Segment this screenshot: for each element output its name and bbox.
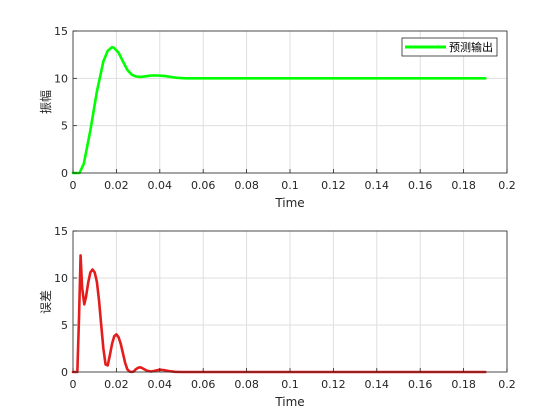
error-x-tick-label-3: 0.06	[191, 378, 216, 391]
error-x-tick-label-1: 0.02	[104, 378, 129, 391]
amplitude-y-axis-label: 振幅	[38, 90, 53, 114]
amplitude-x-tick-label-1: 0.02	[104, 179, 129, 192]
amplitude-y-tick-label-1: 5	[61, 120, 68, 133]
legend-label-predicted-output: 预测输出	[449, 40, 493, 54]
legend: 预测输出	[401, 37, 498, 57]
amplitude-series	[71, 45, 487, 175]
amplitude-x-tick-label-5: 0.1	[281, 179, 299, 192]
amplitude-x-tick-label-8: 0.16	[408, 179, 433, 192]
amplitude-x-tick-label-3: 0.06	[191, 179, 216, 192]
error-x-tick-label-8: 0.16	[408, 378, 433, 391]
amplitude-x-tick-label-7: 0.14	[365, 179, 390, 192]
error-x-tick-label-10: 0.2	[498, 378, 516, 391]
error-ticks: 0 0.02 0.04 0.06 0.08 0.1 0.12 0.14 0.16 0.18 0.2 0…	[54, 225, 516, 391]
error-y-tick-label-3: 15	[54, 225, 68, 238]
amplitude-x-tick-label-9: 0.18	[451, 179, 476, 192]
error-y-tick-label-2: 10	[54, 272, 68, 285]
error-y-tick-label-1: 5	[61, 319, 68, 332]
amplitude-ticks: 0 0.02 0.04 0.06 0.08 0.1 0.12 0.14 0.16 0.18 0.2 0…	[54, 25, 516, 192]
amplitude-x-tick-label-2: 0.04	[148, 179, 173, 192]
amplitude-x-axis-label: Time	[274, 196, 304, 210]
error-x-axis-label: Time	[274, 395, 304, 409]
error-y-axis-label: 误差	[39, 290, 53, 314]
amplitude-y-tick-label-3: 15	[54, 25, 68, 38]
error-x-tick-label-0: 0	[70, 378, 77, 391]
error-plot: 0 0.02 0.04 0.06 0.08 0.1 0.12 0.14 0.16 0.18 0.2 0…	[39, 225, 516, 409]
amplitude-y-tick-label-0: 0	[61, 167, 68, 180]
error-x-tick-label-9: 0.18	[451, 378, 476, 391]
error-x-tick-label-5: 0.1	[281, 378, 299, 391]
amplitude-x-tick-label-10: 0.2	[498, 179, 516, 192]
error-x-tick-label-4: 0.08	[234, 378, 259, 391]
amplitude-x-tick-label-6: 0.12	[321, 179, 346, 192]
amplitude-plot: 0 0.02 0.04 0.06 0.08 0.1 0.12 0.14 0.16 0.18 0.2 0…	[38, 25, 516, 210]
amplitude-y-tick-label-2: 10	[54, 72, 68, 85]
legend-box	[401, 37, 498, 57]
error-x-tick-label-6: 0.12	[321, 378, 346, 391]
amplitude-x-tick-label-0: 0	[70, 179, 77, 192]
amplitude-series-line-0	[71, 45, 487, 175]
error-x-tick-label-2: 0.04	[148, 378, 173, 391]
error-x-tick-label-7: 0.14	[365, 378, 390, 391]
error-y-tick-label-0: 0	[61, 366, 68, 379]
amplitude-x-tick-label-4: 0.08	[234, 179, 259, 192]
